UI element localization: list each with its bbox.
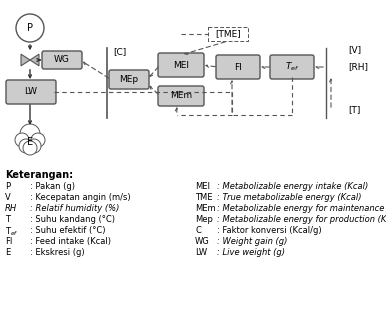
FancyBboxPatch shape — [216, 55, 260, 79]
Text: : Relatif humidity (%): : Relatif humidity (%) — [30, 204, 119, 213]
Text: Keterangan:: Keterangan: — [5, 170, 73, 180]
Text: E: E — [27, 137, 33, 147]
Text: : Metabolizable energy for production (Kcal): : Metabolizable energy for production (K… — [217, 215, 386, 224]
Text: [V]: [V] — [348, 46, 361, 54]
Text: P: P — [5, 182, 10, 191]
FancyBboxPatch shape — [270, 55, 314, 79]
Text: E: E — [5, 248, 10, 257]
Text: MEI: MEI — [195, 182, 210, 191]
Text: FI: FI — [5, 237, 12, 246]
Text: : Faktor konversi (Kcal/g): : Faktor konversi (Kcal/g) — [217, 226, 322, 235]
Circle shape — [15, 133, 29, 147]
FancyBboxPatch shape — [42, 51, 82, 69]
Text: Mep: Mep — [195, 215, 213, 224]
Polygon shape — [21, 54, 30, 66]
Text: [TME]: [TME] — [215, 30, 241, 38]
Bar — [208, 27, 248, 41]
Text: T: T — [5, 215, 10, 224]
Text: MEm: MEm — [170, 92, 192, 100]
FancyBboxPatch shape — [109, 70, 149, 89]
Text: : Pakan (g): : Pakan (g) — [30, 182, 75, 191]
Text: WG: WG — [54, 55, 70, 65]
FancyBboxPatch shape — [6, 80, 56, 104]
Circle shape — [19, 139, 33, 153]
Text: T$_{ef}$: T$_{ef}$ — [5, 226, 19, 238]
Text: : Feed intake (Kcal): : Feed intake (Kcal) — [30, 237, 111, 246]
Text: RH: RH — [5, 204, 17, 213]
Text: : Ekskresi (g): : Ekskresi (g) — [30, 248, 85, 257]
Text: : Weight gain (g): : Weight gain (g) — [217, 237, 287, 246]
Text: WG: WG — [195, 237, 210, 246]
Text: P: P — [27, 23, 33, 33]
Text: [C]: [C] — [113, 48, 127, 56]
Text: [T]: [T] — [348, 106, 361, 114]
Circle shape — [27, 139, 41, 153]
Text: LW: LW — [24, 88, 37, 96]
Text: [RH]: [RH] — [348, 63, 368, 72]
Circle shape — [31, 133, 45, 147]
Text: : True metabolizable energy (Kcal): : True metabolizable energy (Kcal) — [217, 193, 362, 202]
Text: C: C — [195, 226, 201, 235]
Text: V: V — [5, 193, 11, 202]
FancyBboxPatch shape — [158, 86, 204, 106]
Text: $T_{ef}$: $T_{ef}$ — [285, 61, 299, 73]
Text: : Suhu efektif (°C): : Suhu efektif (°C) — [30, 226, 105, 235]
Text: : Kecepatan angin (m/s): : Kecepatan angin (m/s) — [30, 193, 130, 202]
Text: : Live weight (g): : Live weight (g) — [217, 248, 285, 257]
FancyBboxPatch shape — [158, 53, 204, 77]
Text: : Metabolizable energy intake (Kcal): : Metabolizable energy intake (Kcal) — [217, 182, 368, 191]
Text: LW: LW — [195, 248, 207, 257]
Circle shape — [20, 124, 40, 144]
Text: MEp: MEp — [119, 75, 139, 84]
Text: MEm: MEm — [195, 204, 216, 213]
Text: TME: TME — [195, 193, 213, 202]
Text: : Suhu kandang (°C): : Suhu kandang (°C) — [30, 215, 115, 224]
Polygon shape — [30, 54, 39, 66]
Circle shape — [16, 14, 44, 42]
Circle shape — [23, 141, 37, 155]
Text: MEI: MEI — [173, 60, 189, 70]
Text: FI: FI — [234, 63, 242, 72]
Text: : Metabolizable energy for maintenance (Kcal): : Metabolizable energy for maintenance (… — [217, 204, 386, 213]
